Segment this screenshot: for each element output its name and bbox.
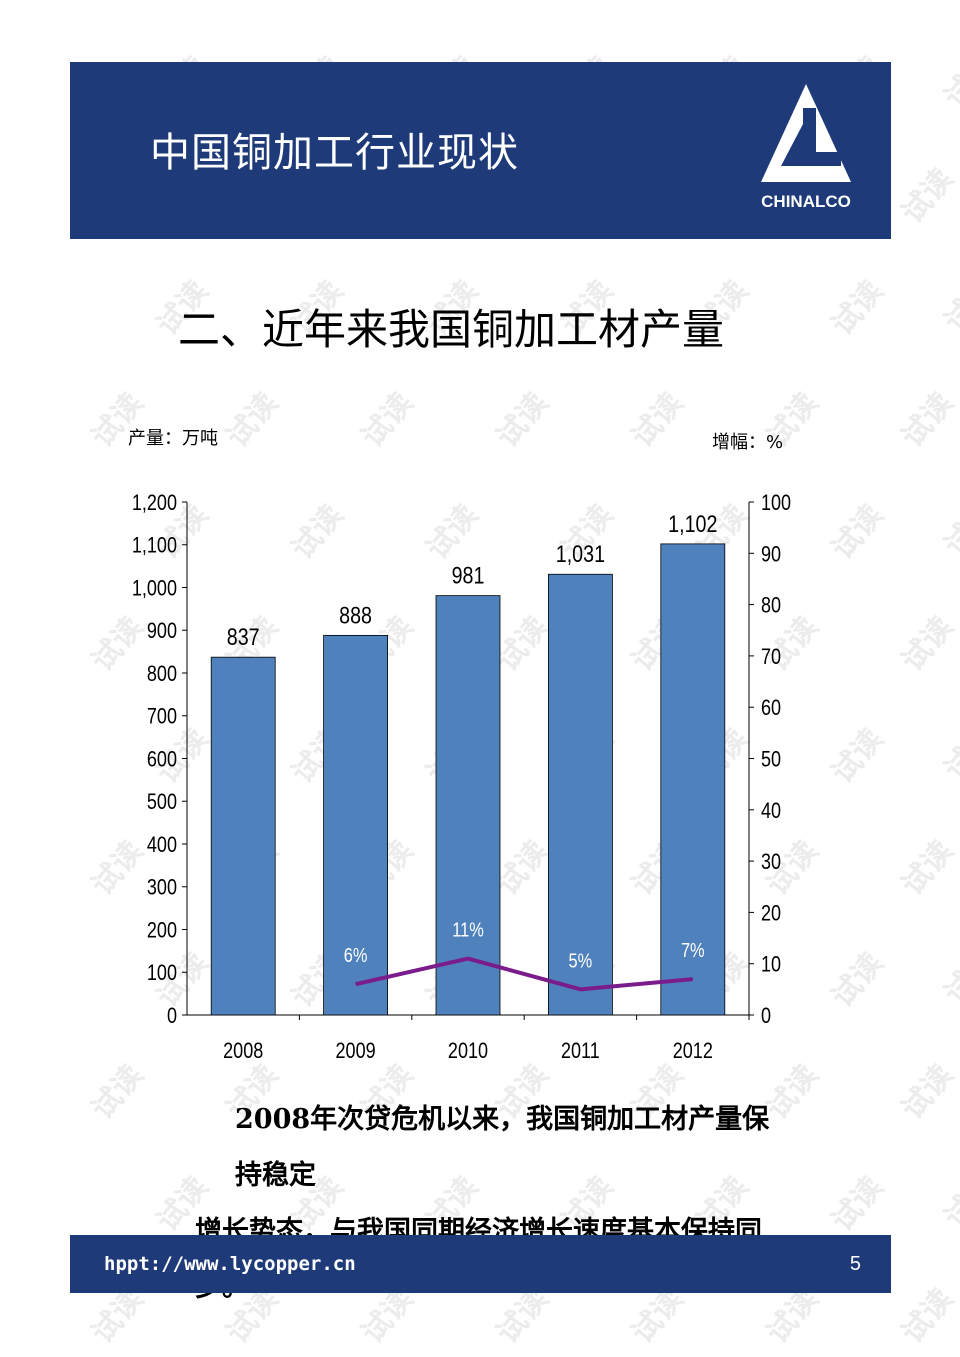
bar-data-label: 837 (227, 623, 260, 650)
y-tick-label: 800 (147, 662, 177, 686)
x-tick-label: 2012 (673, 1039, 713, 1063)
y2-axis-title: 增幅：% (712, 432, 783, 453)
y2-tick-label: 20 (761, 902, 781, 926)
y-tick-label: 200 (147, 919, 177, 943)
bar (435, 595, 501, 1016)
production-chart: 产量：万吨 增幅：% 01002003004005006007008009001… (128, 428, 791, 1063)
footer-url[interactable]: hppt://www.lycopper.cn (104, 1253, 356, 1275)
y-tick-label: 500 (147, 791, 177, 815)
growth-line (355, 956, 693, 992)
y2-tick-label: 30 (761, 851, 781, 875)
page-number: 5 (849, 1253, 861, 1275)
y2-tick-label: 70 (761, 645, 781, 669)
y2-tick-label: 100 (761, 491, 791, 515)
y-tick-label: 400 (147, 833, 177, 857)
y-tick-label: 600 (147, 748, 177, 772)
bar (660, 543, 726, 1016)
watermark-text: 试读 (894, 1282, 960, 1351)
y2-tick-label: 50 (761, 748, 781, 772)
y-tick-label: 0 (167, 1004, 177, 1028)
logo-text: CHINALCO (761, 192, 851, 211)
growth-data-label: 11% (452, 918, 484, 941)
caption-line-1: 2008年次贷危机以来，我国铜加工材产量保持稳定 (235, 1104, 770, 1191)
growth-data-label: 5% (569, 949, 593, 972)
watermark-text: 试读 (937, 69, 960, 115)
x-tick-label: 2011 (561, 1039, 600, 1063)
header-title: 中国铜加工行业现状 (150, 130, 519, 176)
y-tick-label: 300 (147, 876, 177, 900)
footer-banner: hppt://www.lycopper.cn 5 (70, 1235, 891, 1293)
chinalco-logo: CHINALCO (761, 84, 851, 224)
y-tick-label: 700 (147, 705, 177, 729)
y-tick-label: 1,000 (132, 577, 177, 601)
bar-data-label: 888 (339, 602, 372, 629)
watermark-text: 试读 (894, 162, 960, 231)
bar (323, 634, 389, 1016)
y2-tick-label: 0 (761, 1004, 771, 1028)
watermark-text: 试读 (824, 274, 891, 343)
y-tick-label: 100 (147, 962, 177, 986)
y2-tick-label: 40 (761, 799, 781, 823)
growth-data-label: 7% (681, 938, 705, 961)
bar (210, 656, 276, 1016)
watermark-text: 试读 (937, 293, 960, 339)
x-tick-label: 2010 (448, 1039, 488, 1063)
bar-data-label: 1,102 (668, 510, 717, 537)
bar-data-label: 1,031 (556, 540, 605, 567)
header-banner: 中国铜加工行业现状 CHINALCO (70, 62, 891, 239)
growth-data-label: 6% (344, 944, 368, 967)
y-tick-label: 1,200 (132, 491, 177, 515)
watermark-text: 试读 (824, 1170, 891, 1239)
x-tick-label: 2008 (223, 1039, 263, 1063)
bar (548, 573, 613, 1016)
y-tick-label: 1,100 (132, 534, 177, 558)
watermark-text: 试读 (937, 1189, 960, 1235)
y2-tick-label: 60 (761, 697, 781, 721)
x-tick-label: 2009 (336, 1039, 376, 1063)
y2-tick-label: 80 (761, 594, 781, 618)
y-tick-label: 900 (147, 620, 177, 644)
y2-tick-label: 90 (761, 543, 781, 567)
y2-tick-label: 10 (761, 953, 781, 977)
chinalco-logo-icon (761, 84, 851, 182)
bar-data-label: 981 (452, 562, 485, 589)
section-title: 二、近年来我国铜加工材产量 (178, 305, 725, 354)
y-axis-title: 产量：万吨 (128, 428, 218, 449)
